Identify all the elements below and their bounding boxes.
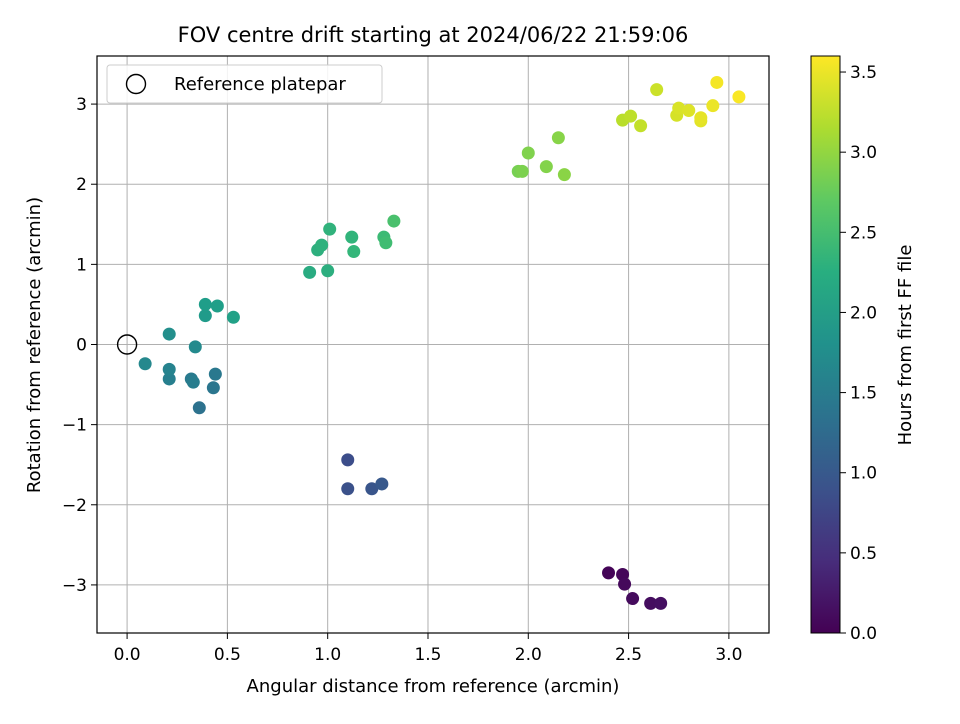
- colorbar-gradient: [810, 55, 841, 634]
- y-tick-label: 0: [76, 336, 87, 356]
- data-point: [732, 90, 746, 104]
- data-point: [198, 297, 212, 311]
- grid-lines: [97, 56, 769, 633]
- data-point: [710, 75, 724, 89]
- data-point: [706, 99, 720, 113]
- data-point: [551, 131, 565, 145]
- colorbar-tick-label: 1.5: [850, 384, 877, 404]
- data-point: [634, 119, 648, 133]
- data-point: [345, 230, 359, 244]
- data-point: [162, 372, 176, 386]
- data-point: [682, 103, 696, 117]
- data-point: [162, 327, 176, 341]
- data-point: [624, 109, 638, 123]
- data-point: [515, 164, 529, 178]
- data-point: [210, 299, 224, 313]
- data-point: [387, 214, 401, 228]
- data-point: [347, 245, 361, 259]
- colorbar-tick-label: 0.0: [850, 624, 877, 644]
- data-point: [303, 265, 317, 279]
- chart-title: FOV centre drift starting at 2024/06/22 …: [178, 23, 689, 47]
- y-tick-label: 3: [76, 95, 87, 115]
- data-point: [672, 101, 686, 115]
- data-point: [379, 236, 393, 250]
- data-point: [654, 596, 668, 610]
- reference-platepar-marker: [116, 334, 138, 355]
- data-point: [644, 596, 658, 610]
- colorbar: 0.0 0.5 1.0 1.5 2.0 2.5 3.0 3.5 Hours from firs…: [810, 55, 916, 644]
- x-tick-label: 0.0: [114, 645, 141, 665]
- data-point: [539, 160, 553, 174]
- y-tick-label: −3: [62, 576, 87, 596]
- data-point: [341, 453, 355, 467]
- y-axis-label: Rotation from reference (arcmin): [24, 197, 45, 493]
- data-point: [315, 238, 329, 252]
- data-point: [694, 111, 708, 125]
- x-axis-label: Angular distance from reference (arcmin): [247, 676, 620, 697]
- data-point: [602, 566, 616, 580]
- colorbar-tick-label: 1.0: [850, 464, 877, 484]
- data-point: [186, 375, 200, 389]
- colorbar-label: Hours from first FF file: [895, 245, 916, 446]
- data-point: [618, 577, 632, 591]
- legend-marker-reference: [125, 73, 147, 95]
- data-point: [365, 482, 379, 496]
- data-point: [341, 482, 355, 496]
- data-points: [116, 75, 746, 610]
- data-point: [188, 340, 202, 354]
- data-point: [323, 222, 337, 236]
- colorbar-tick-label: 3.0: [850, 143, 877, 163]
- x-tick-label: 2.0: [515, 645, 542, 665]
- data-point: [626, 592, 640, 606]
- data-point: [521, 146, 535, 160]
- data-point: [650, 83, 664, 97]
- x-tick-label: 0.5: [214, 645, 241, 665]
- data-point: [375, 477, 389, 491]
- x-tick-label: 3.0: [715, 645, 742, 665]
- data-point: [557, 168, 571, 182]
- colorbar-tick-label: 2.0: [850, 303, 877, 323]
- y-tick-label: 2: [76, 175, 87, 195]
- x-tick-label: 2.5: [615, 645, 642, 665]
- y-tick-label: 1: [76, 255, 87, 275]
- legend-label-reference: Reference platepar: [174, 74, 346, 95]
- data-point: [321, 264, 335, 278]
- x-tick-label: 1.5: [414, 645, 441, 665]
- colorbar-ticks: 0.0 0.5 1.0 1.5 2.0 2.5 3.0 3.5: [840, 63, 877, 644]
- data-point: [208, 367, 222, 381]
- data-point: [192, 401, 206, 415]
- data-point: [226, 310, 240, 324]
- data-point: [162, 362, 176, 376]
- x-tick-label: 1.0: [314, 645, 341, 665]
- colorbar-tick-label: 2.5: [850, 223, 877, 243]
- data-point: [206, 381, 220, 395]
- y-tick-label: −1: [62, 416, 87, 436]
- legend: Reference platepar: [106, 64, 383, 104]
- data-point: [138, 357, 152, 371]
- data-point: [198, 309, 212, 323]
- y-axis-ticks: −3 −2 −1 0 1 2 3: [62, 95, 97, 596]
- y-tick-label: −2: [62, 496, 87, 516]
- x-axis-ticks: 0.0 0.5 1.0 1.5 2.0 2.5 3.0: [114, 633, 742, 665]
- legend-box: [106, 64, 383, 104]
- colorbar-tick-label: 3.5: [850, 63, 877, 83]
- colorbar-tick-label: 0.5: [850, 544, 877, 564]
